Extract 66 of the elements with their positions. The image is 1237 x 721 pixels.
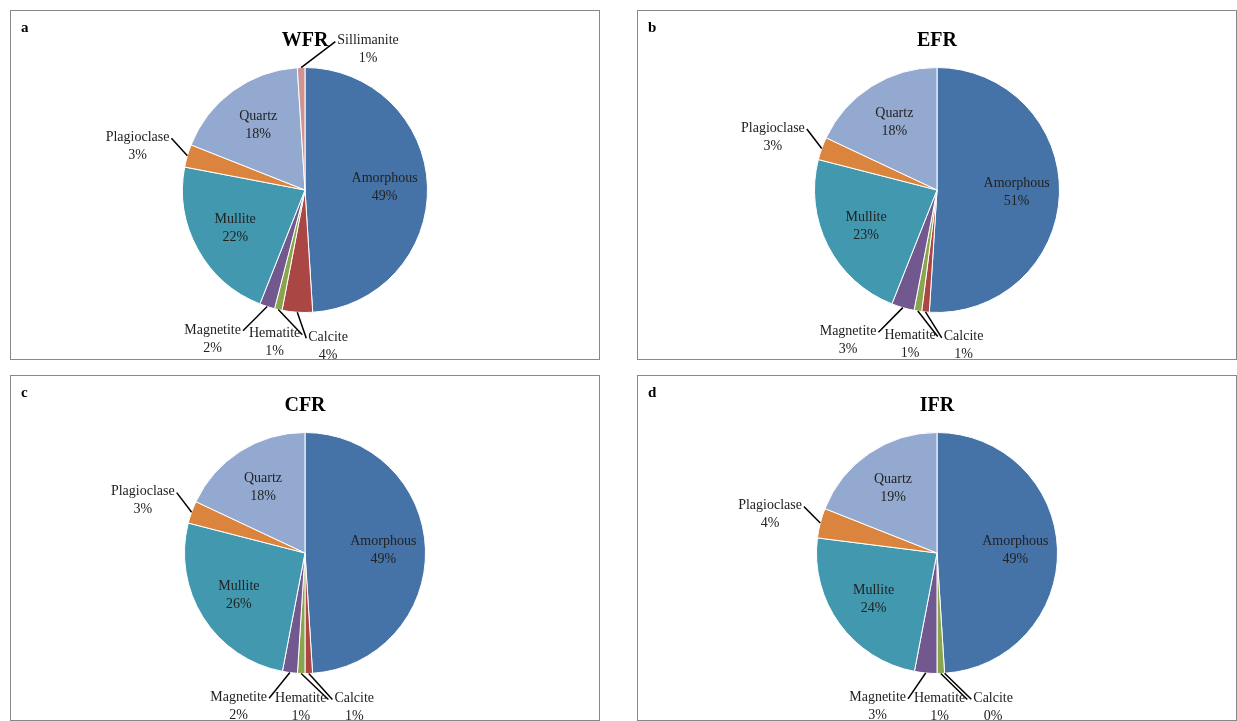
slice-label: Amorphous	[350, 533, 417, 549]
chart-title: EFR	[917, 28, 958, 51]
text: d	[648, 384, 657, 401]
data-label: 24%	[860, 599, 887, 615]
slice-label: Plagioclase	[105, 129, 170, 145]
data-label: 3%	[133, 501, 153, 517]
slice-label: Hematite	[248, 325, 301, 341]
data-label: 3%	[868, 707, 888, 721]
slice-label: Calcite	[334, 690, 375, 706]
chart-title: CFR	[284, 393, 327, 416]
data-label: 18%	[245, 126, 272, 142]
slice-label: Quartz	[239, 108, 278, 124]
text: c	[21, 384, 28, 401]
data-label: 3%	[838, 340, 858, 356]
data-label: 18%	[250, 487, 277, 503]
slice-label: Magnetite	[819, 322, 877, 338]
slice-label: Amorphous	[351, 170, 418, 186]
slice-label: Calcite	[943, 328, 984, 344]
slice-label: Hematite	[913, 690, 966, 706]
slice-label: Calcite	[308, 328, 348, 344]
data-label: 4%	[760, 515, 780, 531]
slice-label: Plagioclase	[741, 119, 805, 135]
slice-label: Quartz	[873, 470, 913, 486]
data-label: 23%	[853, 226, 880, 242]
data-label: 22%	[222, 229, 249, 245]
slice-label: Mullite	[853, 581, 895, 597]
slice-label: Plagioclase	[738, 497, 802, 513]
data-label: 51%	[1003, 193, 1030, 209]
data-label: 1%	[265, 343, 285, 359]
slice-label: Amorphous	[982, 533, 1049, 549]
slice-label: Sillimanite	[337, 32, 399, 48]
data-label: 26%	[226, 595, 253, 611]
data-label: 2%	[229, 706, 249, 721]
slice-label: Amorphous	[983, 175, 1050, 191]
data-label: 49%	[1002, 551, 1029, 567]
slice-label: Quartz	[875, 105, 914, 121]
data-label: 1%	[954, 346, 974, 362]
data-label: 3%	[128, 147, 148, 163]
data-label: 1%	[358, 50, 378, 66]
slice-label: Plagioclase	[110, 483, 175, 499]
text: 0%	[983, 707, 1003, 721]
data-label: 1%	[930, 708, 950, 721]
data-label: 49%	[370, 551, 397, 567]
slice-label: Mullite	[845, 208, 887, 224]
data-label: 19%	[880, 488, 907, 504]
text: b	[648, 19, 657, 36]
slice-label: Mullite	[214, 211, 256, 227]
slice-label: Quartz	[243, 469, 283, 485]
data-label: 18%	[881, 123, 908, 139]
slice-label: Mullite	[218, 577, 260, 593]
data-label: 2%	[203, 339, 223, 355]
slice-label: Hematite	[884, 327, 936, 343]
chart-title: WFR	[281, 28, 329, 51]
category-label: Calcite	[973, 689, 1013, 705]
slice-label: Hematite	[275, 690, 327, 706]
data-label: 1%	[900, 345, 920, 361]
data-label: 49%	[371, 188, 398, 204]
data-label: 4%	[318, 346, 338, 362]
slice-label: Magnetite	[184, 321, 241, 337]
data-label: 1%	[291, 708, 311, 721]
data-label: 1%	[344, 708, 364, 721]
data-label: 3%	[763, 137, 783, 153]
slice-label: Magnetite	[210, 688, 268, 704]
slice-label: Magnetite	[849, 689, 906, 705]
text: a	[21, 19, 29, 36]
chart-title: IFR	[919, 393, 955, 416]
